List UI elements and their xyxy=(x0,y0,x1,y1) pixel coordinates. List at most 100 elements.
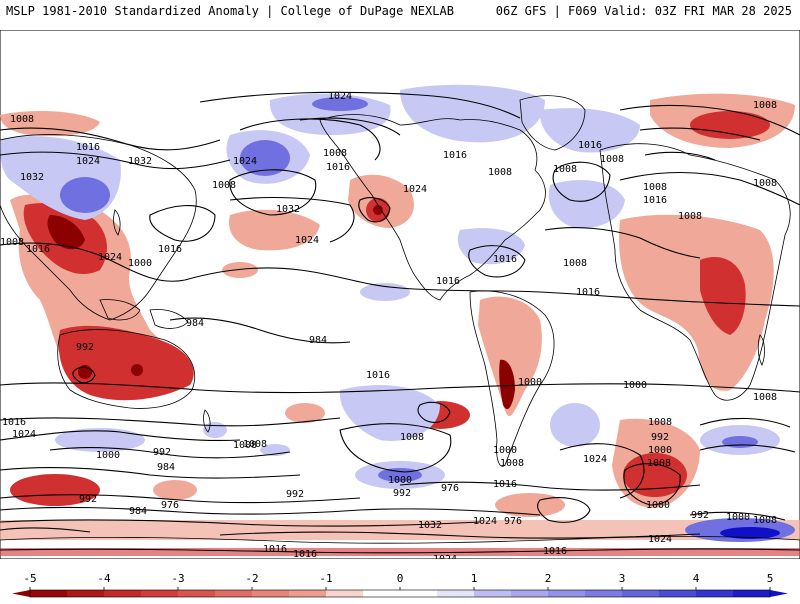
isobar-label: 1016 xyxy=(643,195,667,206)
legend-tick-label: 2 xyxy=(545,572,552,585)
pos-anomaly-siberia-blue-mid xyxy=(60,177,110,213)
neg-anomaly-sindian-2 xyxy=(153,480,197,500)
legend-color-bin xyxy=(659,590,697,597)
isobar-label: 992 xyxy=(691,510,709,521)
legend-color-bin xyxy=(548,590,586,597)
isobar-label: 1008 xyxy=(678,211,702,222)
isobar-label: 1016 xyxy=(2,417,26,428)
isobar-label: 976 xyxy=(504,516,522,527)
isobar-label: 1016 xyxy=(366,370,390,381)
isobar-label: 992 xyxy=(76,342,94,353)
isobar-label: 1000 xyxy=(726,512,750,523)
neg-anomaly-africa-mid xyxy=(700,257,746,335)
legend-canvas: -5 -4 -3 -2 -1 0 1 2 3 4 5 xyxy=(12,572,788,598)
isobar-label: 1016 xyxy=(293,549,317,559)
neg-anomaly-npac xyxy=(229,209,320,251)
isobar-label: 1016 xyxy=(263,544,287,555)
pos-anomaly-us-east xyxy=(457,228,525,265)
legend-tick-label: -5 xyxy=(23,572,36,585)
neg-anomaly-sindian xyxy=(10,474,100,506)
isobar-label: 1008 xyxy=(488,167,512,178)
isobar-label: 1008 xyxy=(10,114,34,125)
neg-anomaly-arctic-left xyxy=(0,110,100,137)
isobar-label: 1008 xyxy=(643,182,667,193)
coastlines xyxy=(0,95,800,544)
isobar-label: 1032 xyxy=(128,156,152,167)
anomaly-shading xyxy=(0,84,800,556)
isobar-label: 1008 xyxy=(400,432,424,443)
isobar-label: 984 xyxy=(129,506,147,517)
legend-color-bin xyxy=(178,590,216,597)
legend-color-bin xyxy=(104,590,142,597)
legend-color-bin xyxy=(511,590,549,597)
isobar-label: 1008 xyxy=(500,458,524,469)
isobar-label: 1016 xyxy=(443,150,467,161)
isobar-label: 1032 xyxy=(276,204,300,215)
isobar-label: 1016 xyxy=(26,244,50,255)
neg-anomaly-sa-south xyxy=(495,493,565,517)
legend-color-bin xyxy=(474,590,512,597)
isobar-label: 992 xyxy=(393,488,411,499)
isobar-label: 1000 xyxy=(388,475,412,486)
isobar-label: 992 xyxy=(651,432,669,443)
legend-color-bin xyxy=(252,590,290,597)
neg-anomaly-africa xyxy=(619,214,774,391)
legend-tick-label: -4 xyxy=(97,572,111,585)
isobar-label: 1016 xyxy=(493,479,517,490)
neg-anomaly-natl-mid xyxy=(690,111,770,139)
isobar-label: 1000 xyxy=(623,380,647,391)
map-title: MSLP 1981-2010 Standardized Anomaly | Co… xyxy=(6,4,454,18)
legend-color-bin xyxy=(363,590,401,597)
isobar-label: 1008 xyxy=(553,164,577,175)
isobar-label: 1016 xyxy=(76,142,100,153)
isobar-label: 1008 xyxy=(0,237,24,248)
isobar-label: 1008 xyxy=(647,458,671,469)
model-run-label: 06Z GFS | F069 Valid: 03Z FRI MAR 28 202… xyxy=(495,4,792,18)
legend-tick-label: -1 xyxy=(319,572,332,585)
pos-anomaly-sio-blue xyxy=(55,428,145,452)
isobar-label: 1008 xyxy=(600,154,624,165)
neg-anomaly-siberia-core xyxy=(47,215,85,250)
isobar-label: 1024 xyxy=(98,252,122,263)
isobar-label: 1008 xyxy=(753,178,777,189)
pos-anomaly-europe xyxy=(539,108,640,153)
isobar-label: 984 xyxy=(186,318,204,329)
pos-anomaly-bering-mid xyxy=(240,140,290,176)
isobar-label: 1016 xyxy=(493,254,517,265)
isobar-label: 1024 xyxy=(583,454,607,465)
isobar-label: 1008 xyxy=(323,148,347,159)
isobar-label: 976 xyxy=(441,483,459,494)
pos-anomaly-atl xyxy=(548,180,625,229)
neg-anomaly-australia-core-2 xyxy=(131,364,143,376)
isobar-label: 1000 xyxy=(648,445,672,456)
legend-color-bin xyxy=(437,590,475,597)
isobar-label: 1000 xyxy=(96,450,120,461)
legend-color-bin xyxy=(289,590,327,597)
anomaly-color-legend: -5 -4 -3 -2 -1 0 1 2 3 4 5 xyxy=(0,566,800,600)
isobar-label: 1024 xyxy=(233,156,257,167)
isobar-label: 1016 xyxy=(436,276,460,287)
neg-anomaly-andes xyxy=(499,359,515,410)
legend-tick-label: -3 xyxy=(171,572,184,585)
isobar-label: 1032 xyxy=(418,520,442,531)
legend-color-bin xyxy=(400,590,438,597)
neg-anomaly-southamerica xyxy=(478,296,542,417)
legend-color-bin xyxy=(326,590,364,597)
isobar-label: 992 xyxy=(79,494,97,505)
legend-high-arrow xyxy=(770,590,788,597)
isobar-label: 1008 xyxy=(563,258,587,269)
isobars xyxy=(0,91,800,554)
legend-tick-label: 5 xyxy=(767,572,774,585)
isobar-label: 1000 xyxy=(493,445,517,456)
isobar-label: 992 xyxy=(286,489,304,500)
legend-tick-label: 4 xyxy=(693,572,700,585)
legend-low-arrow xyxy=(12,590,30,597)
isobar-label: 1024 xyxy=(648,534,672,545)
isobar-label: 1032 xyxy=(20,172,44,183)
isobar-label: 1000 xyxy=(518,377,542,388)
legend-color-bin xyxy=(30,590,68,597)
neg-anomaly-australia xyxy=(58,325,194,401)
legend-tick-label: 3 xyxy=(619,572,626,585)
isobar-label: 1024 xyxy=(76,156,100,167)
